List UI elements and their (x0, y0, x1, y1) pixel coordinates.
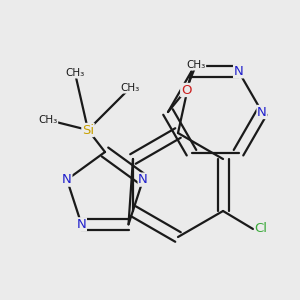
Text: N: N (257, 106, 267, 118)
Text: Si: Si (82, 124, 94, 136)
Text: N: N (138, 173, 148, 186)
Text: N: N (234, 65, 243, 78)
Text: CH₃: CH₃ (120, 83, 140, 93)
Text: CH₃: CH₃ (65, 68, 85, 78)
Text: CH₃: CH₃ (38, 115, 58, 125)
Text: O: O (181, 83, 191, 97)
Text: Cl: Cl (254, 223, 268, 236)
Text: N: N (62, 173, 72, 186)
Text: N: N (76, 218, 86, 231)
Text: CH₃: CH₃ (186, 60, 206, 70)
